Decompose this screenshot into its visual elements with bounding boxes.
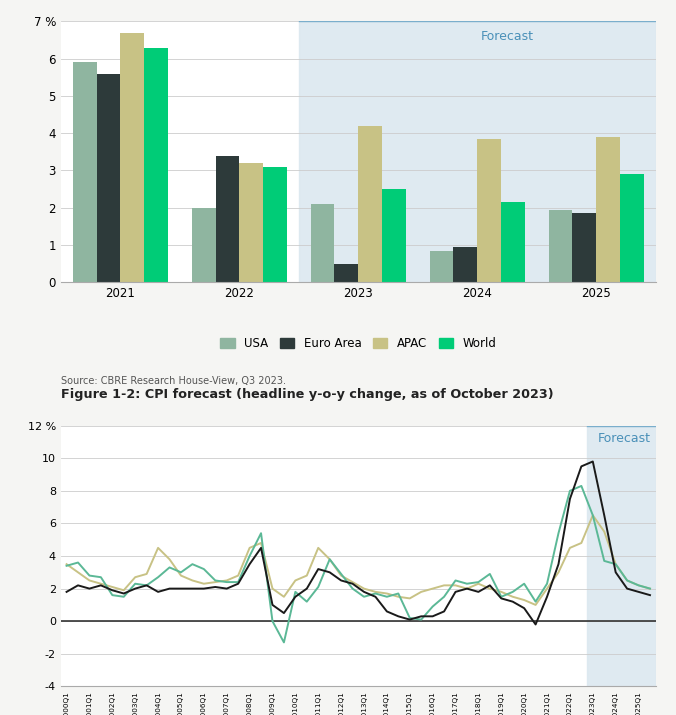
Bar	[120, 33, 144, 282]
Bar	[430, 250, 454, 282]
Bar	[358, 126, 382, 282]
Bar	[216, 156, 239, 282]
Bar	[335, 264, 358, 282]
Text: Forecast: Forecast	[598, 432, 651, 445]
Bar	[144, 47, 168, 282]
Bar	[549, 209, 573, 282]
Bar	[311, 204, 335, 282]
Bar	[573, 213, 596, 282]
Text: Forecast: Forecast	[481, 29, 533, 43]
Bar	[382, 189, 406, 282]
Text: Figure 1-2: CPI forecast (headline y-o-y change, as of October 2023): Figure 1-2: CPI forecast (headline y-o-y…	[61, 388, 554, 401]
Bar	[477, 139, 501, 282]
Bar	[587, 425, 656, 686]
Bar	[454, 247, 477, 282]
Legend: USA, Euro Area, APAC, World: USA, Euro Area, APAC, World	[216, 332, 501, 355]
Bar	[299, 21, 656, 282]
Text: Source: CBRE Research House-View, Q3 2023.: Source: CBRE Research House-View, Q3 202…	[61, 376, 286, 386]
Bar	[73, 62, 97, 282]
Bar	[501, 202, 525, 282]
Bar	[97, 74, 120, 282]
Bar	[596, 137, 620, 282]
Bar	[263, 167, 287, 282]
Bar	[239, 163, 263, 282]
Bar	[620, 174, 644, 282]
Bar	[192, 208, 216, 282]
